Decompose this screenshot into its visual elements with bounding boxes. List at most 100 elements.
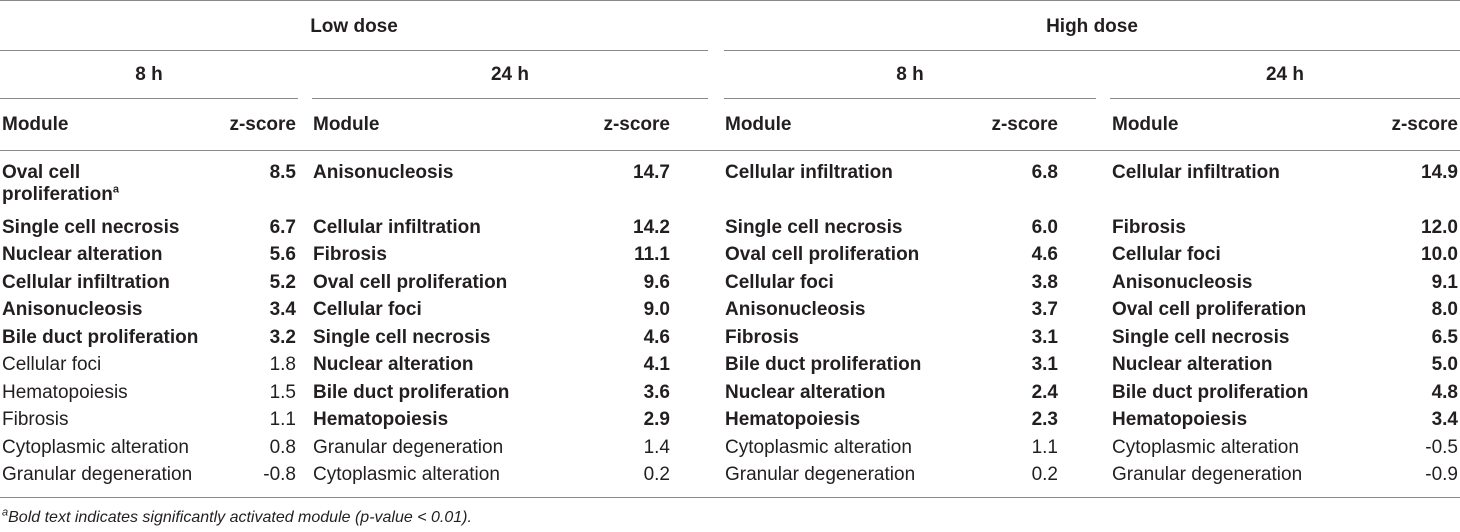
- zscore-cell: 8.0: [1431, 299, 1458, 320]
- module-cell: Nuclear alteration: [725, 382, 886, 403]
- col-header-zscore: z-score: [991, 114, 1058, 135]
- module-cell: Single cell necrosis: [1112, 327, 1290, 348]
- module-cell: Single cell necrosis: [2, 217, 180, 238]
- zscore-cell: 1.8: [269, 354, 296, 375]
- time-underline-low-24h: [312, 98, 708, 99]
- zscore-cell: 14.2: [633, 217, 670, 238]
- zscore-cell: 6.5: [1431, 327, 1458, 348]
- time-header-high-8h: 8 h: [896, 64, 924, 85]
- col-header-module: Module: [725, 114, 792, 135]
- zscore-cell: 3.1: [1031, 354, 1058, 375]
- zscore-cell: 2.9: [643, 409, 670, 430]
- zscore-cell: 1.5: [269, 382, 296, 403]
- dose-underline-low: [0, 50, 708, 51]
- module-cell: Bile duct proliferation: [1112, 382, 1309, 403]
- module-cell: Anisonucleosis: [725, 299, 866, 320]
- zscore-cell: 12.0: [1421, 217, 1458, 238]
- module-cell: Oval cell proliferationa: [2, 162, 119, 205]
- module-cell: Nuclear alteration: [1112, 354, 1273, 375]
- zscore-cell: 3.6: [643, 382, 670, 403]
- module-cell: Anisonucleosis: [1112, 272, 1253, 293]
- top-rule: [0, 0, 1460, 1]
- module-cell: Cellular foci: [313, 299, 422, 320]
- zscore-cell: 3.7: [1031, 299, 1058, 320]
- zscore-cell: 5.2: [269, 272, 296, 293]
- col-header-zscore: z-score: [603, 114, 670, 135]
- dose-header-low: Low dose: [310, 16, 398, 37]
- zscore-cell: 8.5: [269, 162, 296, 183]
- module-cell: Cytoplasmic alteration: [2, 437, 189, 458]
- zscore-cell: 0.8: [269, 437, 296, 458]
- time-underline-high-8h: [724, 98, 1096, 99]
- module-cell: Hematopoiesis: [725, 409, 861, 430]
- module-cell: Granular degeneration: [2, 464, 193, 485]
- module-cell: Anisonucleosis: [313, 162, 454, 183]
- module-cell: Fibrosis: [1112, 217, 1186, 238]
- module-cell: Cellular foci: [725, 272, 834, 293]
- time-underline-high-24h: [1110, 98, 1460, 99]
- module-cell: Nuclear alteration: [2, 244, 163, 265]
- zscore-cell: 1.1: [269, 409, 296, 430]
- module-cell: Hematopoiesis: [1112, 409, 1248, 430]
- zscore-cell: 5.6: [269, 244, 296, 265]
- col-header-module: Module: [1112, 114, 1179, 135]
- time-underline-low-8h: [0, 98, 298, 99]
- zscore-cell: 10.0: [1421, 244, 1458, 265]
- zscore-cell: 3.8: [1031, 272, 1058, 293]
- dose-underline-high: [724, 50, 1460, 51]
- time-header-low-24h: 24 h: [490, 64, 530, 85]
- zscore-cell: 11.1: [634, 244, 670, 265]
- zscore-cell: 14.9: [1421, 162, 1458, 183]
- zscore-cell: 3.2: [269, 327, 296, 348]
- module-cell: Cytoplasmic alteration: [313, 464, 500, 485]
- zscore-cell: 14.7: [633, 162, 670, 183]
- zscore-cell: -0.5: [1425, 437, 1458, 458]
- module-cell: Hematopoiesis: [2, 382, 128, 403]
- zscore-cell: 0.2: [643, 464, 670, 485]
- col-header-module: Module: [2, 114, 69, 135]
- zscore-cell: 3.4: [1431, 409, 1458, 430]
- zscore-cell: 4.6: [643, 327, 670, 348]
- module-cell: Bile duct proliferation: [2, 327, 199, 348]
- col-header-zscore: z-score: [1391, 114, 1458, 135]
- module-cell: Fibrosis: [2, 409, 69, 430]
- module-cell: Cellular infiltration: [2, 272, 170, 293]
- module-cell: Cellular infiltration: [1112, 162, 1280, 183]
- module-cell: Cytoplasmic alteration: [725, 437, 912, 458]
- module-cell: Cellular infiltration: [313, 217, 481, 238]
- time-header-high-24h: 24 h: [1265, 64, 1305, 85]
- zscore-cell: 9.0: [643, 299, 670, 320]
- dose-header-high: High dose: [1046, 16, 1138, 37]
- module-cell: Single cell necrosis: [313, 327, 491, 348]
- zscore-cell: 2.4: [1031, 382, 1058, 403]
- module-cell: Granular degeneration: [725, 464, 916, 485]
- time-header-low-8h: 8 h: [135, 64, 163, 85]
- bottom-rule: [0, 497, 1460, 498]
- zscore-cell: 2.3: [1031, 409, 1058, 430]
- zscore-cell: 4.8: [1431, 382, 1458, 403]
- module-cell: Hematopoiesis: [313, 409, 449, 430]
- zscore-cell: 6.7: [269, 217, 296, 238]
- module-cell: Oval cell proliferation: [1112, 299, 1307, 320]
- col-header-module: Module: [313, 114, 380, 135]
- zscore-cell: 9.6: [643, 272, 670, 293]
- module-cell: Oval cell proliferation: [313, 272, 508, 293]
- zscore-cell: 6.0: [1031, 217, 1058, 238]
- zscore-cell: 4.1: [643, 354, 670, 375]
- zscore-cell: 1.1: [1031, 437, 1058, 458]
- zscore-cell: 6.8: [1031, 162, 1058, 183]
- module-cell: Single cell necrosis: [725, 217, 903, 238]
- module-cell: Bile duct proliferation: [725, 354, 922, 375]
- module-cell: Granular degeneration: [313, 437, 504, 458]
- zscore-cell: 0.2: [1031, 464, 1058, 485]
- zscore-cell: -0.8: [263, 464, 296, 485]
- module-cell: Cellular foci: [1112, 244, 1221, 265]
- zscore-cell: 9.1: [1431, 272, 1458, 293]
- footnote-text: Bold text indicates significantly activa…: [8, 509, 472, 526]
- header-rule: [0, 150, 1460, 151]
- module-cell: Anisonucleosis: [2, 299, 143, 320]
- module-cell: Fibrosis: [313, 244, 387, 265]
- zscore-cell: 5.0: [1431, 354, 1458, 375]
- zscore-cell: -0.9: [1425, 464, 1458, 485]
- module-cell: Nuclear alteration: [313, 354, 474, 375]
